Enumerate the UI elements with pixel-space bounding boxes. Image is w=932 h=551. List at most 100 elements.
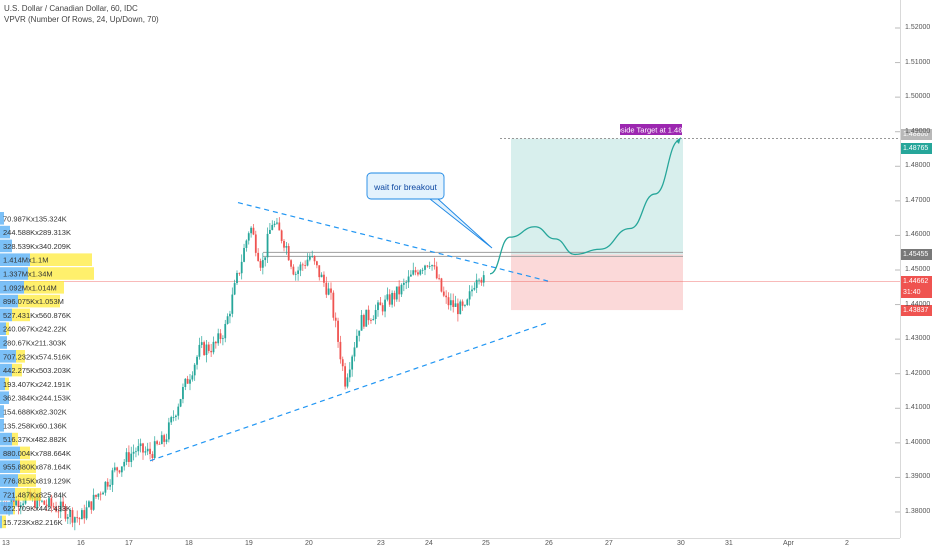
candle-body	[480, 279, 483, 283]
candle-body	[224, 323, 227, 339]
candle-body	[186, 378, 189, 384]
candle-body	[62, 501, 64, 507]
candle-body	[144, 451, 147, 453]
candle-body	[407, 276, 410, 283]
candle-body	[226, 316, 229, 324]
volume-profile-label: 193.407Kx242.191K	[3, 380, 71, 389]
price-tick-label: 1.51000	[905, 58, 931, 66]
candle-body	[358, 330, 361, 336]
time-axis[interactable]: 13 16 17 18 19 20 23 24 25 26 27 30 31 Apr 2	[0, 538, 900, 551]
target-label-box	[620, 124, 682, 135]
profit-zone	[511, 138, 683, 255]
candle-body	[113, 467, 116, 471]
candle-body	[57, 511, 60, 513]
candle-body	[76, 517, 79, 519]
resistance-price-label: 1.45455	[901, 248, 932, 260]
candle-body	[132, 451, 135, 454]
candle-body	[233, 283, 236, 295]
candle-body	[466, 299, 469, 305]
candle-body	[172, 417, 175, 418]
candle-body	[222, 338, 224, 340]
candle-body	[271, 224, 274, 230]
candle-body	[252, 227, 255, 235]
candle-body	[50, 498, 53, 507]
candle-body	[428, 266, 431, 267]
volume-profile-up-bar	[0, 267, 28, 280]
candle-body	[200, 342, 203, 345]
candle-body	[207, 344, 210, 351]
candle-body	[426, 265, 429, 267]
candle-body	[247, 233, 250, 241]
candle-body	[69, 510, 72, 517]
candle-body	[388, 294, 391, 305]
bar-countdown-label: 31:40	[901, 287, 932, 299]
price-chart[interactable]: wait for breakout Upside Target at 1.4880…	[0, 0, 900, 538]
price-axis[interactable]: 1.48800 1.48765 1.45455 1.44662 31:40 1.…	[900, 0, 932, 538]
candle-body	[106, 481, 109, 487]
price-tick-label: 1.39000	[905, 473, 931, 481]
candle-body	[308, 256, 311, 260]
candle-body	[294, 273, 297, 275]
volume-profile-up-bar	[0, 239, 12, 253]
volume-profile-up-bar	[0, 363, 12, 377]
time-tick-label: 18	[185, 540, 193, 547]
candle-body	[424, 265, 426, 270]
candle-body	[471, 289, 473, 292]
time-tick-label: 13	[2, 540, 10, 547]
candle-body	[402, 282, 405, 285]
time-tick-label: 30	[677, 540, 685, 547]
candle-body	[203, 342, 205, 355]
volume-profile-label: 154.688Kx82.302K	[3, 408, 67, 417]
candle-body	[85, 507, 88, 519]
candle-body	[459, 301, 462, 315]
candle-body	[45, 504, 48, 506]
chart-area[interactable]: wait for breakout Upside Target at 1.4880…	[0, 0, 900, 538]
volume-profile-label: 442.275Kx503.203K	[3, 366, 71, 375]
candle-body	[438, 278, 440, 280]
candle-body	[158, 443, 161, 445]
volume-profile-up-bar	[0, 515, 2, 529]
volume-profile-down-bar	[5, 377, 9, 391]
volume-profile-label: 1.092Mx1.014M	[3, 283, 57, 292]
candle-body	[299, 264, 302, 271]
candle-body	[95, 494, 97, 497]
candle-body	[217, 333, 220, 344]
candle-body	[175, 415, 177, 418]
candle-body	[250, 227, 252, 234]
time-tick-label: 26	[545, 540, 553, 547]
candle-body	[257, 252, 260, 261]
candle-body	[151, 454, 154, 458]
loss-zone	[511, 254, 683, 311]
candle-body	[104, 481, 107, 493]
volume-profile-down-bar	[12, 363, 22, 377]
volume-profile-down-bar	[20, 460, 36, 473]
candle-body	[325, 282, 328, 295]
volume-profile-down-bar	[2, 515, 6, 529]
candle-body	[264, 257, 267, 261]
candle-body	[189, 379, 191, 384]
volume-profile-up-bar	[0, 377, 5, 391]
lower-trendline	[149, 321, 549, 462]
candle-body	[243, 247, 245, 262]
candle-body	[280, 230, 283, 241]
volume-profile-down-bar	[20, 446, 30, 460]
volume-profile-label: 622.709Kx442.433K	[3, 504, 71, 513]
candle-body	[240, 261, 243, 274]
volume-profile-label: 527.431Kx560.876K	[3, 311, 71, 320]
candle-body	[287, 246, 290, 261]
candle-body	[395, 286, 398, 300]
volume-profile-up-bar	[0, 350, 16, 363]
volume-profile-label: 516.37Kx482.882K	[3, 435, 67, 444]
candle-body	[412, 270, 415, 275]
candle-body	[142, 443, 144, 453]
time-tick-label: 17	[125, 540, 133, 547]
candle-body	[149, 448, 151, 455]
candle-body	[377, 302, 379, 311]
candle-body	[83, 510, 86, 519]
candle-body	[316, 261, 318, 266]
candle-body	[320, 274, 323, 278]
candle-body	[445, 295, 448, 298]
time-tick-label: 31	[725, 540, 733, 547]
volume-profile-up-bar	[0, 336, 7, 349]
volume-profile-down-bar	[6, 322, 9, 335]
